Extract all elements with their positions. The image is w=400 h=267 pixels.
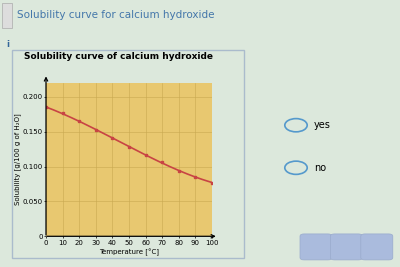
Text: Solubility curve for calcium hydroxide: Solubility curve for calcium hydroxide xyxy=(17,10,214,20)
Y-axis label: Solubility [g/100 g of H₂O]: Solubility [g/100 g of H₂O] xyxy=(14,114,21,205)
FancyBboxPatch shape xyxy=(330,234,362,260)
Text: no: no xyxy=(314,163,326,173)
FancyBboxPatch shape xyxy=(2,3,12,28)
Text: Solubility curve of calcium hydroxide: Solubility curve of calcium hydroxide xyxy=(24,52,213,61)
FancyBboxPatch shape xyxy=(300,234,332,260)
X-axis label: Temperature [°C]: Temperature [°C] xyxy=(99,249,159,256)
Text: yes: yes xyxy=(314,120,331,130)
FancyBboxPatch shape xyxy=(361,234,393,260)
Text: i: i xyxy=(6,40,9,49)
FancyBboxPatch shape xyxy=(12,50,244,258)
